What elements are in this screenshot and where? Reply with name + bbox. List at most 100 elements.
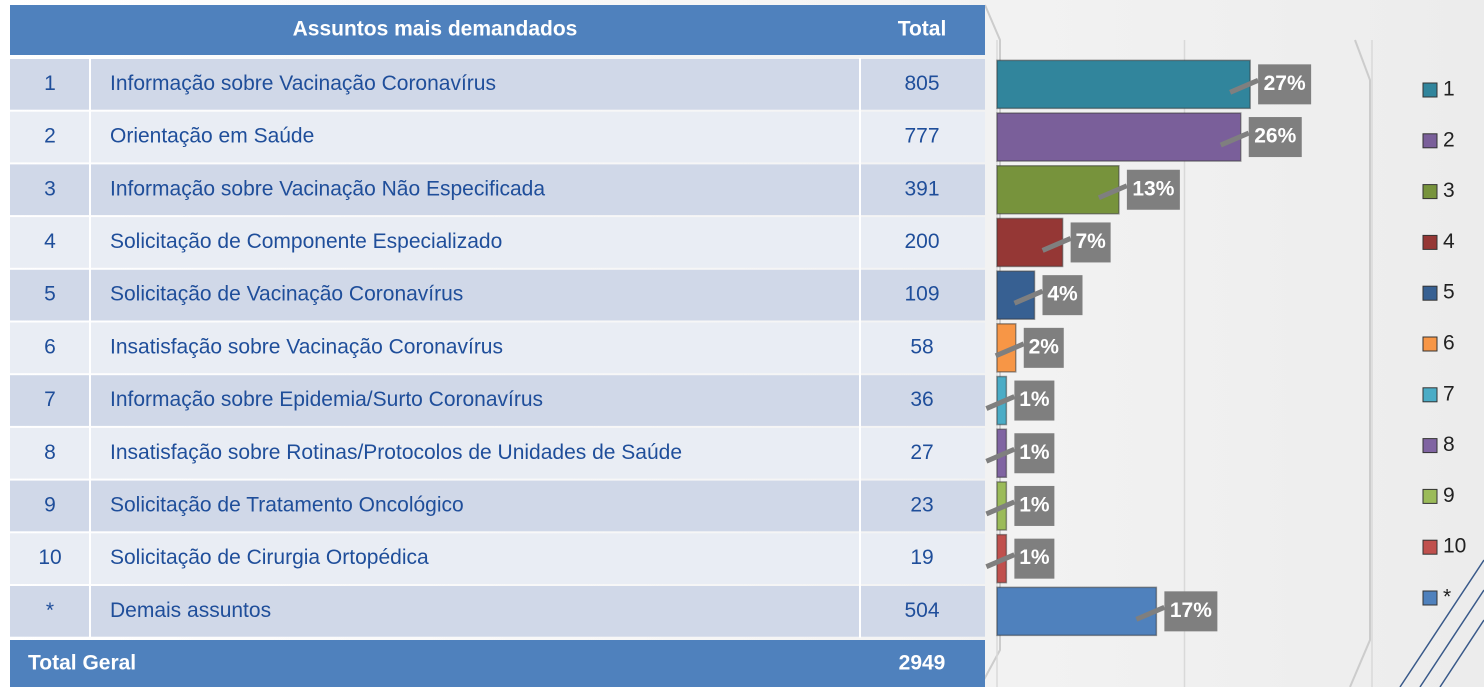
label-box [1014, 380, 1055, 421]
subject-cell: Demais assuntos [110, 599, 271, 622]
label-box [1070, 222, 1111, 263]
label-box [1014, 433, 1055, 474]
footer-cell: 2949 [899, 652, 946, 675]
total-cell: 109 [904, 283, 939, 306]
table-row [10, 427, 985, 479]
label-box [1164, 591, 1218, 632]
value-label: 7% [1075, 230, 1106, 253]
header-cell: Total [898, 18, 947, 41]
value-label: 13% [1132, 177, 1174, 200]
table-footer [10, 640, 985, 687]
table-row [10, 533, 985, 584]
subject-cell: Orientação em Saúde [110, 125, 314, 148]
legend-swatch [1422, 438, 1438, 454]
subject-cell: Solicitação de Vacinação Coronavírus [110, 283, 463, 306]
bar [996, 217, 1064, 268]
label-leader [1229, 78, 1260, 95]
value-label: 1% [1019, 546, 1050, 569]
rank-cell: 6 [44, 335, 56, 358]
total-cell: 504 [904, 599, 939, 622]
legend-label: 5 [1443, 281, 1455, 304]
table-row [10, 111, 985, 163]
total-cell: 36 [910, 388, 933, 411]
table-row [10, 375, 985, 426]
bar [996, 165, 1120, 215]
legend-label: 6 [1443, 332, 1455, 355]
value-label: 2% [1029, 335, 1060, 358]
rank-cell: 3 [44, 177, 56, 200]
subject-cell: Informação sobre Vacinação Não Especific… [110, 177, 545, 200]
header-cell: Assuntos mais demandados [293, 18, 578, 41]
label-leader [1219, 130, 1250, 148]
label-box [1042, 275, 1083, 316]
subject-cell: Solicitação de Componente Especializado [110, 230, 502, 253]
value-label: 1% [1019, 441, 1050, 464]
table-row [10, 322, 985, 374]
bar [996, 112, 1242, 162]
legend-swatch [1422, 488, 1438, 504]
label-box [1248, 117, 1302, 158]
legend-label: 8 [1443, 433, 1455, 456]
table-row [10, 59, 985, 110]
table-row [10, 164, 985, 216]
table-row [10, 217, 985, 268]
table-header [10, 5, 985, 55]
legend-label: 4 [1443, 230, 1455, 253]
legend-swatch [1422, 336, 1438, 352]
decor-stripes [1399, 559, 1484, 687]
legend-swatch [1422, 133, 1438, 149]
subject-cell: Informação sobre Vacinação Coronavírus [110, 72, 496, 95]
rank-cell: * [46, 599, 54, 622]
legend-label: 10 [1443, 535, 1466, 558]
subject-cell: Insatisfação sobre Rotinas/Protocolos de… [110, 441, 682, 464]
legend-swatch [1422, 387, 1438, 403]
decor-line [1349, 39, 1371, 687]
label-leader [994, 341, 1025, 359]
label-leader [1135, 605, 1166, 622]
total-cell: 777 [904, 125, 939, 148]
legend-label: 3 [1443, 179, 1455, 202]
total-cell: 805 [904, 72, 939, 95]
rank-cell: 8 [44, 441, 56, 464]
legend-swatch [1422, 82, 1438, 98]
legend-swatch [1422, 539, 1438, 555]
total-cell: 19 [910, 546, 933, 569]
total-cell: 27 [910, 441, 933, 464]
footer-cell: Total Geral [28, 652, 136, 675]
total-cell: 58 [910, 335, 933, 358]
rank-cell: 4 [44, 230, 56, 253]
label-box [1126, 169, 1180, 210]
label-box [1258, 64, 1312, 105]
subject-cell: Solicitação de Tratamento Oncológico [110, 493, 464, 516]
total-cell: 23 [910, 493, 933, 516]
rank-cell: 1 [44, 72, 56, 95]
legend-swatch [1422, 590, 1438, 606]
value-label: 1% [1019, 493, 1050, 516]
rank-cell: 5 [44, 283, 56, 306]
legend-label: 9 [1443, 484, 1455, 507]
rank-cell: 9 [44, 493, 56, 516]
bar [996, 586, 1158, 637]
total-cell: 200 [904, 230, 939, 253]
label-leader [985, 552, 1016, 569]
value-label: 26% [1254, 125, 1296, 148]
legend-swatch [1422, 184, 1438, 200]
label-leader [985, 446, 1016, 464]
label-box [1023, 327, 1064, 368]
value-label: 17% [1170, 599, 1212, 622]
legend-swatch [1422, 234, 1438, 250]
value-label: 4% [1047, 283, 1078, 306]
label-leader [985, 394, 1016, 411]
label-leader [1097, 183, 1128, 201]
bar [996, 59, 1251, 110]
legend-label: 2 [1443, 128, 1455, 151]
label-leader [1041, 236, 1072, 253]
rank-cell: 10 [38, 546, 61, 569]
table-row [10, 269, 985, 321]
legend-swatch [1422, 285, 1438, 301]
subject-cell: Informação sobre Epidemia/Surto Coronaví… [110, 388, 543, 411]
rank-cell: 7 [44, 388, 56, 411]
subject-cell: Solicitação de Cirurgia Ortopédica [110, 546, 429, 569]
value-label: 1% [1019, 388, 1050, 411]
